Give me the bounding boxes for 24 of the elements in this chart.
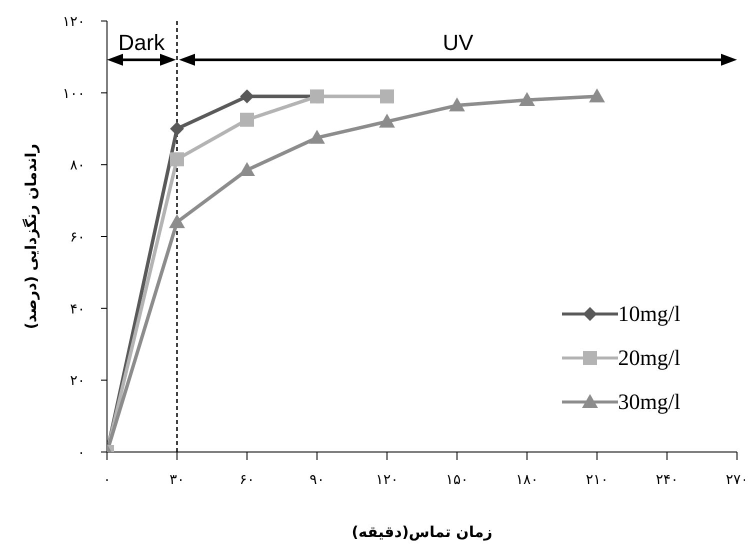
y-tick-label: ۶۰: [70, 229, 85, 246]
legend-label: 30mg/l: [618, 389, 680, 415]
legend-label: 20mg/l: [618, 345, 680, 371]
y-tick-label: ۱۰۰: [62, 86, 85, 102]
x-tick-label: ۲۴۰: [656, 472, 678, 488]
x-tick-label: ۹۰: [309, 472, 325, 488]
annotation: Dark: [118, 30, 166, 55]
x-tick-label: ۱۲۰: [376, 472, 398, 488]
legend-label: 10mg/l: [618, 301, 680, 327]
x-tick-label: ۲۱۰: [586, 472, 608, 488]
y-tick-label: ۴۰: [70, 301, 85, 318]
annotation: UV: [442, 30, 474, 55]
y-tick-label: ۰: [77, 444, 85, 461]
x-tick-label: ۲۷۰: [726, 472, 748, 488]
x-axis-title: زمان تماس(دقیقه): [352, 523, 492, 541]
x-tick-label: ۱۸۰: [516, 472, 538, 488]
x-tick-label: ۱۵۰: [446, 472, 468, 488]
x-tick-label: ۶۰: [239, 472, 255, 488]
x-tick-label: ۳۰: [169, 472, 185, 488]
y-tick-label: ۱۲۰: [62, 14, 85, 30]
x-tick-label: ۰: [103, 472, 111, 488]
y-axis-title: راندمان رنگزدایی (درصد): [22, 144, 40, 330]
y-tick-label: ۸۰: [70, 158, 85, 174]
y-tick-label: ۲۰: [70, 373, 85, 390]
